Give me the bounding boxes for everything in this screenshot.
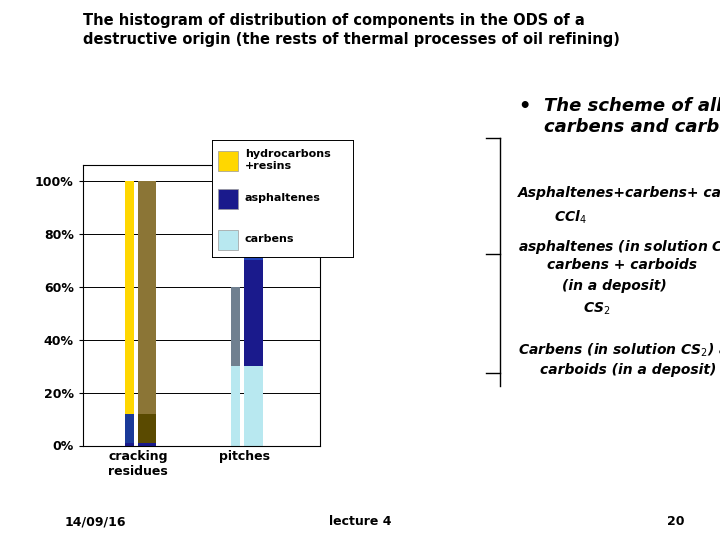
Text: destructive origin (the rests of thermal processes of oil refining): destructive origin (the rests of thermal… (83, 32, 620, 48)
Bar (231, 366, 240, 445)
Text: CS$_2$: CS$_2$ (583, 300, 611, 316)
Text: CCl$_4$: CCl$_4$ (554, 209, 588, 226)
Text: The scheme of allocation
carbens and carboids: The scheme of allocation carbens and car… (544, 97, 720, 136)
Bar (138, 443, 156, 445)
Text: The histogram of distribution of components in the ODS of a: The histogram of distribution of compone… (83, 14, 585, 29)
Text: (in a deposit): (in a deposit) (562, 279, 666, 293)
Text: •: • (518, 97, 531, 116)
Text: carboids (in a deposit): carboids (in a deposit) (540, 363, 716, 377)
Text: Asphaltenes+carbens+ carboids: Asphaltenes+carbens+ carboids (518, 186, 720, 200)
Bar (125, 443, 134, 445)
Bar (244, 180, 263, 260)
Bar (244, 366, 263, 445)
Text: asphaltenes: asphaltenes (245, 193, 320, 204)
Bar (218, 151, 238, 171)
Text: 20: 20 (667, 515, 684, 528)
Text: asphaltenes (in solution CCl$_4$) and: asphaltenes (in solution CCl$_4$) and (518, 238, 720, 255)
Bar (244, 260, 263, 366)
Bar (218, 230, 238, 249)
Bar (125, 414, 134, 443)
Text: carbens: carbens (245, 234, 294, 244)
Bar (218, 189, 238, 209)
Bar (125, 180, 134, 414)
Text: carbens + carboids: carbens + carboids (547, 258, 697, 272)
Bar (138, 414, 156, 443)
Text: Carbens (in solution CS$_2$) and: Carbens (in solution CS$_2$) and (518, 341, 720, 359)
Text: hydrocarbons
+resins: hydrocarbons +resins (245, 150, 330, 171)
Text: 14/09/16: 14/09/16 (65, 515, 126, 528)
Bar (231, 287, 240, 366)
Text: lecture 4: lecture 4 (329, 515, 391, 528)
Bar (138, 180, 156, 414)
